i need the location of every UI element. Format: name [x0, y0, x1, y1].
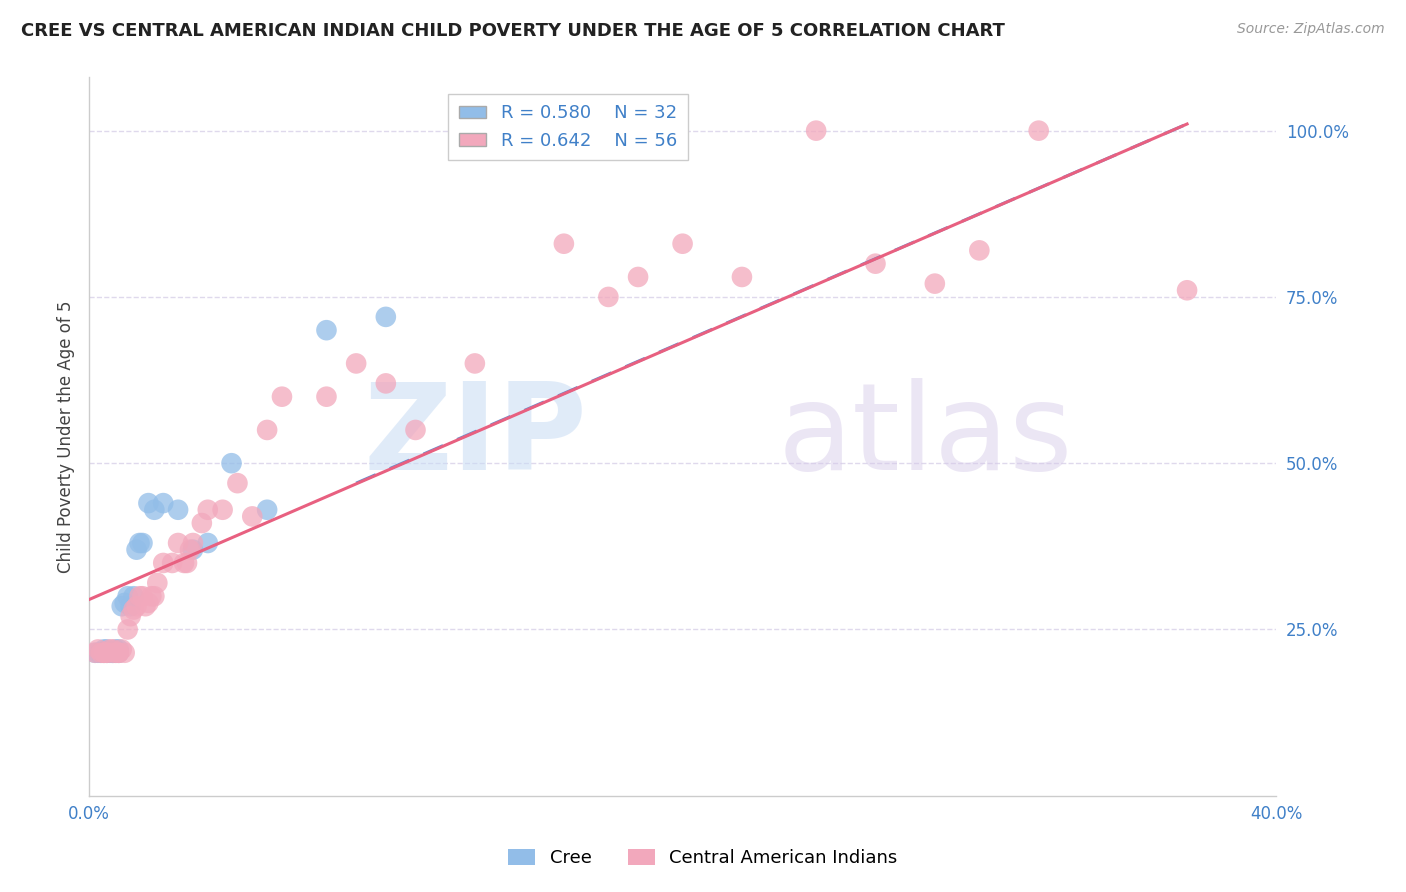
Point	[969, 244, 991, 258]
Point	[101, 646, 124, 660]
Point	[122, 589, 145, 603]
Point	[167, 502, 190, 516]
Point	[315, 323, 337, 337]
Point	[96, 646, 118, 660]
Point	[131, 536, 153, 550]
Point	[93, 642, 115, 657]
Point	[96, 646, 118, 660]
Point	[924, 277, 946, 291]
Point	[128, 536, 150, 550]
Point	[120, 609, 142, 624]
Point	[93, 646, 115, 660]
Point	[211, 502, 233, 516]
Point	[143, 502, 166, 516]
Point	[122, 602, 145, 616]
Point	[98, 642, 121, 657]
Point	[344, 356, 367, 370]
Point	[627, 270, 650, 285]
Point	[87, 642, 110, 657]
Point	[176, 556, 198, 570]
Point	[152, 556, 174, 570]
Text: atlas: atlas	[778, 378, 1073, 495]
Point	[240, 509, 263, 524]
Point	[104, 642, 127, 657]
Point	[138, 596, 160, 610]
Point	[152, 496, 174, 510]
Point	[181, 536, 204, 550]
Point	[671, 236, 693, 251]
Point	[93, 646, 115, 660]
Point	[167, 536, 190, 550]
Point	[101, 642, 124, 657]
Point	[90, 646, 112, 660]
Point	[197, 536, 219, 550]
Point	[117, 589, 139, 603]
Point	[179, 542, 201, 557]
Point	[104, 646, 127, 660]
Point	[104, 646, 127, 660]
Point	[598, 290, 620, 304]
Point	[125, 599, 148, 614]
Point	[134, 599, 156, 614]
Point	[181, 542, 204, 557]
Point	[731, 270, 754, 285]
Point	[138, 496, 160, 510]
Point	[256, 423, 278, 437]
Point	[111, 599, 134, 614]
Point	[1028, 123, 1050, 137]
Point	[197, 502, 219, 516]
Point	[107, 642, 129, 657]
Point	[141, 589, 163, 603]
Point	[464, 356, 486, 370]
Text: CREE VS CENTRAL AMERICAN INDIAN CHILD POVERTY UNDER THE AGE OF 5 CORRELATION CHA: CREE VS CENTRAL AMERICAN INDIAN CHILD PO…	[21, 22, 1005, 40]
Point	[271, 390, 294, 404]
Point	[96, 646, 118, 660]
Point	[865, 257, 887, 271]
Point	[96, 642, 118, 657]
Point	[84, 646, 107, 660]
Point	[221, 456, 243, 470]
Point	[131, 589, 153, 603]
Point	[315, 390, 337, 404]
Point	[107, 646, 129, 660]
Point	[143, 589, 166, 603]
Point	[101, 646, 124, 660]
Text: Source: ZipAtlas.com: Source: ZipAtlas.com	[1237, 22, 1385, 37]
Legend: Cree, Central American Indians: Cree, Central American Indians	[501, 841, 905, 874]
Point	[114, 596, 136, 610]
Point	[93, 646, 115, 660]
Point	[125, 542, 148, 557]
Point	[87, 646, 110, 660]
Legend: R = 0.580    N = 32, R = 0.642    N = 56: R = 0.580 N = 32, R = 0.642 N = 56	[449, 94, 688, 161]
Point	[160, 556, 183, 570]
Y-axis label: Child Poverty Under the Age of 5: Child Poverty Under the Age of 5	[58, 301, 75, 573]
Point	[107, 646, 129, 660]
Point	[128, 589, 150, 603]
Point	[173, 556, 195, 570]
Point	[1175, 283, 1198, 297]
Point	[374, 310, 396, 324]
Point	[804, 123, 827, 137]
Point	[256, 502, 278, 516]
Point	[146, 576, 169, 591]
Point	[120, 599, 142, 614]
Text: ZIP: ZIP	[364, 378, 588, 495]
Point	[191, 516, 214, 530]
Point	[98, 646, 121, 660]
Point	[90, 646, 112, 660]
Point	[84, 646, 107, 660]
Point	[117, 623, 139, 637]
Point	[101, 646, 124, 660]
Point	[107, 646, 129, 660]
Point	[553, 236, 575, 251]
Point	[226, 476, 249, 491]
Point	[114, 646, 136, 660]
Point	[111, 642, 134, 657]
Point	[374, 376, 396, 391]
Point	[405, 423, 427, 437]
